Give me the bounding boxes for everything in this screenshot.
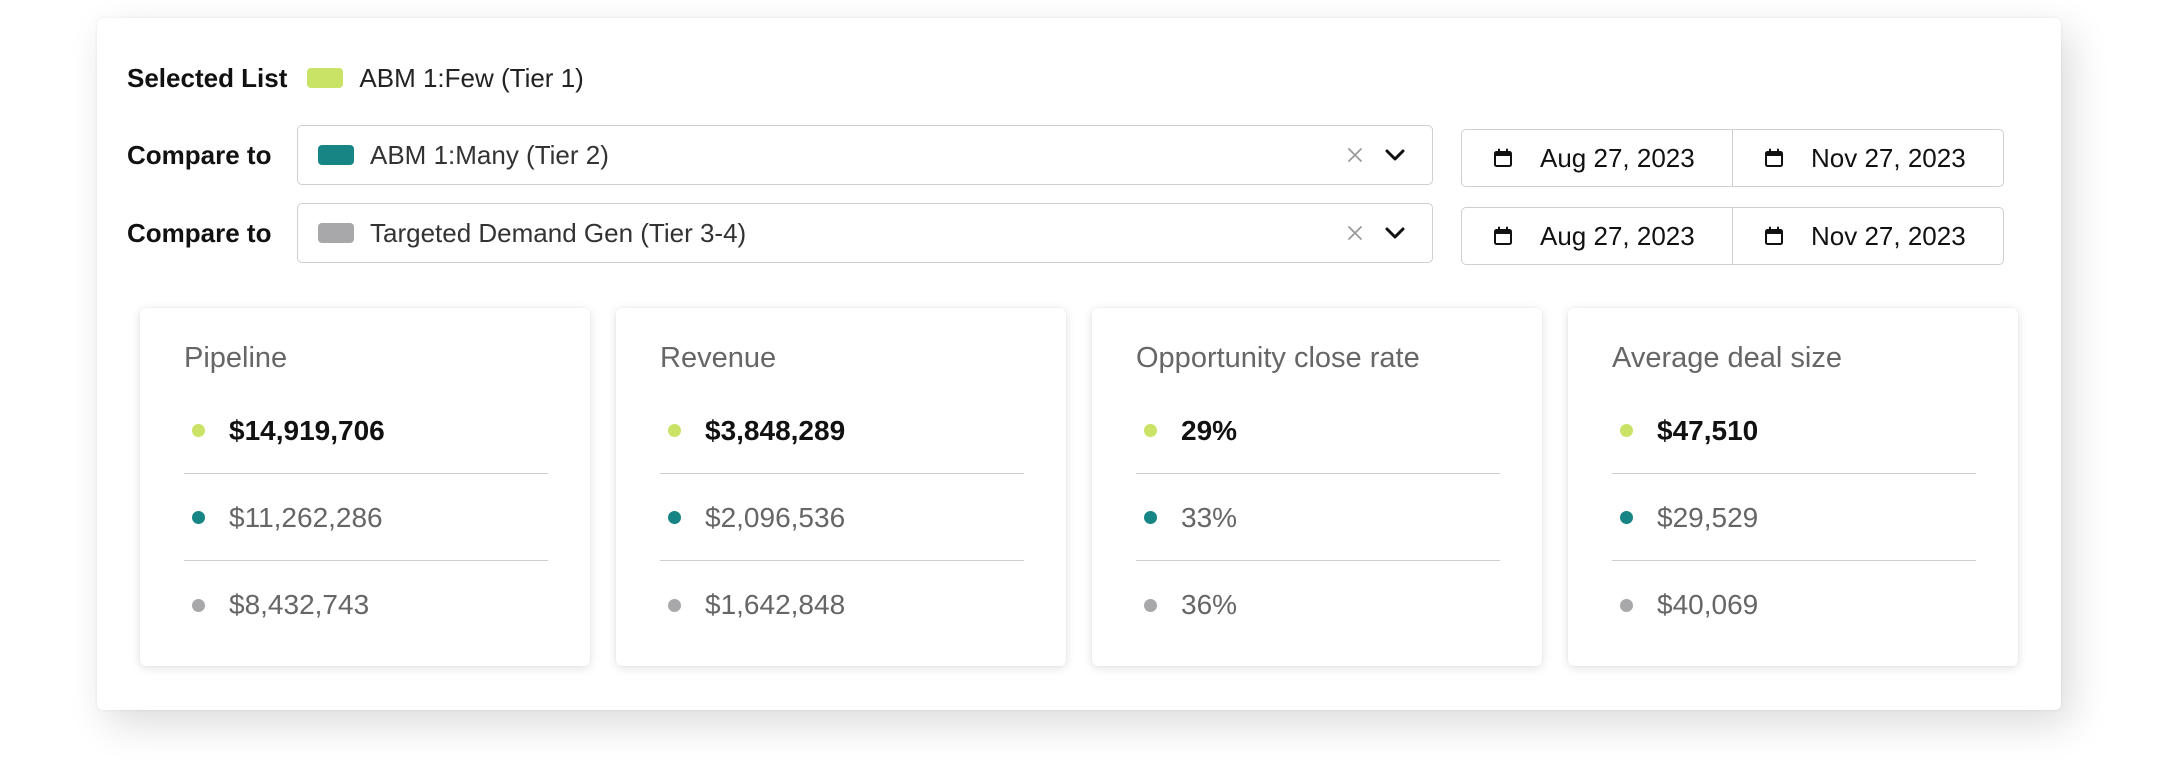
metric-cards: Pipeline $14,919,706 $11,262,286 $8,432,…: [140, 308, 2020, 666]
metric-value: $11,262,286: [229, 501, 383, 533]
metric-value: $2,096,536: [705, 501, 846, 533]
metric-row-tier2: $2,096,536: [660, 475, 1024, 561]
metric-row-tier2: $29,529: [1612, 475, 1976, 561]
close-icon[interactable]: [1340, 218, 1370, 248]
end-date-field[interactable]: Nov 27, 2023: [1732, 130, 2003, 186]
tier3-dot: [668, 598, 681, 612]
date-range-picker: Aug 27, 2023 Nov 27, 2023: [1461, 207, 2004, 265]
metric-value: 36%: [1181, 589, 1238, 620]
tier2-dot: [1144, 511, 1157, 524]
metric-row-tier2: $11,262,286: [184, 475, 548, 561]
compare-label: Compare to: [127, 139, 272, 170]
card-title: Pipeline: [184, 342, 288, 374]
selected-list-name: ABM 1:Few (Tier 1): [359, 62, 584, 93]
calendar-icon: [1763, 225, 1785, 247]
tier1-dot: [1620, 424, 1633, 437]
metric-value: 33%: [1181, 501, 1238, 533]
tier2-dot: [668, 511, 681, 524]
calendar-icon: [1763, 147, 1785, 169]
end-date-value: Nov 27, 2023: [1811, 142, 1966, 173]
calendar-icon: [1492, 147, 1514, 169]
compare-list-value: ABM 1:Many (Tier 2): [370, 139, 609, 170]
card-title: Opportunity close rate: [1136, 342, 1420, 374]
compare-list-value: Targeted Demand Gen (Tier 3-4): [370, 217, 747, 248]
metric-row-tier3: $40,069: [1612, 562, 1976, 648]
compare-row-2: Compare to Targeted Demand Gen (Tier 3-4…: [127, 203, 2049, 265]
end-date-field[interactable]: Nov 27, 2023: [1732, 208, 2003, 264]
calendar-icon: [1492, 225, 1514, 247]
metric-row-tier1: $3,848,289: [660, 388, 1024, 474]
date-range-picker: Aug 27, 2023 Nov 27, 2023: [1461, 129, 2004, 187]
start-date-field[interactable]: Aug 27, 2023: [1462, 208, 1732, 264]
metric-value: $40,069: [1657, 589, 1759, 620]
tier1-dot: [1144, 424, 1157, 437]
metric-card-revenue: Revenue $3,848,289 $2,096,536 $1,642,848: [616, 308, 1066, 666]
metric-value: $29,529: [1657, 501, 1759, 533]
chevron-down-icon[interactable]: [1380, 218, 1410, 248]
tier1-dot: [192, 424, 205, 437]
metric-value: $8,432,743: [229, 589, 370, 620]
tier3-dot: [1620, 598, 1633, 612]
compare-list-select[interactable]: ABM 1:Many (Tier 2): [297, 125, 1433, 185]
start-date-value: Aug 27, 2023: [1540, 220, 1695, 251]
metric-value: $47,510: [1657, 414, 1759, 446]
tier3-color-swatch: [318, 223, 354, 243]
compare-row-1: Compare to ABM 1:Many (Tier 2) Aug 27, 2…: [127, 125, 2049, 187]
compare-label: Compare to: [127, 217, 272, 248]
metric-row-tier3: $8,432,743: [184, 562, 548, 648]
selected-list-row: Selected List ABM 1:Few (Tier 1): [127, 58, 584, 98]
compare-list-select[interactable]: Targeted Demand Gen (Tier 3-4): [297, 203, 1433, 263]
card-title: Average deal size: [1612, 342, 1843, 374]
tier2-color-swatch: [318, 145, 354, 165]
metric-row-tier2: 33%: [1136, 475, 1500, 561]
tier3-dot: [192, 598, 205, 612]
start-date-value: Aug 27, 2023: [1540, 142, 1695, 173]
tier2-dot: [192, 511, 205, 524]
tier3-dot: [1144, 598, 1157, 612]
metric-value: $14,919,706: [229, 414, 385, 446]
selected-list-label: Selected List: [127, 62, 288, 93]
tier1-dot: [668, 424, 681, 437]
metric-card-pipeline: Pipeline $14,919,706 $11,262,286 $8,432,…: [140, 308, 590, 666]
metric-card-close-rate: Opportunity close rate 29% 33% 36%: [1092, 308, 1542, 666]
tier2-dot: [1620, 511, 1633, 524]
metric-row-tier3: 36%: [1136, 562, 1500, 648]
metric-row-tier1: 29%: [1136, 388, 1500, 474]
metric-card-avg-deal-size: Average deal size $47,510 $29,529 $40,06…: [1568, 308, 2018, 666]
metric-row-tier3: $1,642,848: [660, 562, 1024, 648]
metric-value: 29%: [1181, 414, 1238, 446]
comparison-panel: Selected List ABM 1:Few (Tier 1) Compare…: [97, 18, 2061, 710]
end-date-value: Nov 27, 2023: [1811, 220, 1966, 251]
metric-row-tier1: $47,510: [1612, 388, 1976, 474]
tier1-color-swatch: [307, 68, 344, 88]
metric-value: $1,642,848: [705, 589, 846, 620]
chevron-down-icon[interactable]: [1380, 140, 1410, 170]
close-icon[interactable]: [1340, 140, 1370, 170]
card-title: Revenue: [660, 342, 777, 374]
metric-row-tier1: $14,919,706: [184, 388, 548, 474]
metric-value: $3,848,289: [705, 414, 846, 446]
start-date-field[interactable]: Aug 27, 2023: [1462, 130, 1732, 186]
